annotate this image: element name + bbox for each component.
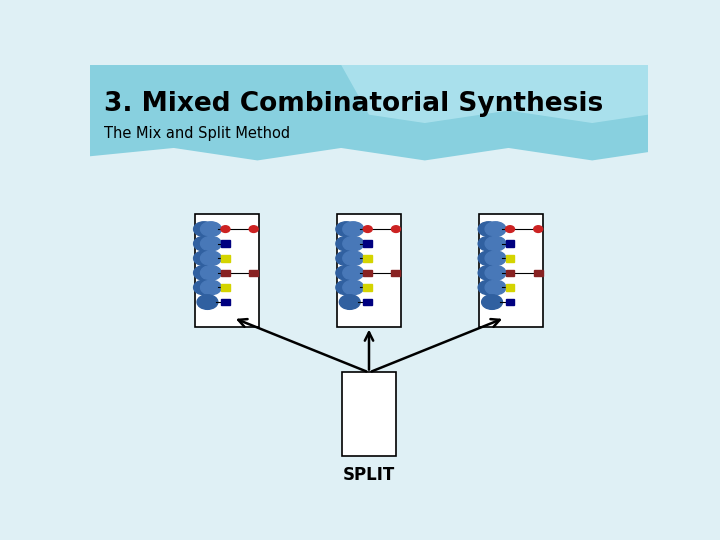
Ellipse shape	[201, 251, 221, 266]
Ellipse shape	[201, 237, 221, 251]
Ellipse shape	[485, 266, 506, 280]
Text: SPLIT: SPLIT	[343, 466, 395, 484]
Circle shape	[505, 226, 515, 232]
Bar	[363, 269, 372, 276]
Circle shape	[534, 226, 543, 232]
Text: 3. Mixed Combinatorial Synthesis: 3. Mixed Combinatorial Synthesis	[104, 91, 603, 117]
Ellipse shape	[201, 266, 221, 280]
Bar	[221, 269, 230, 276]
Bar	[392, 269, 400, 276]
Ellipse shape	[194, 222, 215, 237]
Ellipse shape	[336, 266, 356, 280]
Polygon shape	[90, 65, 648, 160]
Bar	[363, 255, 372, 261]
Bar	[363, 284, 372, 291]
Bar	[221, 299, 230, 306]
Ellipse shape	[343, 251, 364, 266]
Ellipse shape	[485, 237, 506, 251]
Circle shape	[363, 226, 372, 232]
Ellipse shape	[194, 251, 215, 266]
Ellipse shape	[197, 295, 218, 309]
Ellipse shape	[343, 280, 364, 295]
Text: The Mix and Split Method: The Mix and Split Method	[104, 126, 290, 141]
Bar	[343, 373, 395, 456]
Ellipse shape	[194, 266, 215, 280]
Ellipse shape	[482, 295, 503, 309]
Ellipse shape	[485, 251, 506, 266]
Ellipse shape	[478, 251, 499, 266]
Ellipse shape	[194, 237, 215, 251]
Bar	[363, 240, 372, 247]
Ellipse shape	[478, 280, 499, 295]
Bar	[480, 214, 544, 327]
Circle shape	[392, 226, 400, 232]
Bar	[337, 214, 401, 327]
Ellipse shape	[336, 251, 356, 266]
Ellipse shape	[485, 280, 506, 295]
Bar	[505, 269, 515, 276]
Ellipse shape	[343, 222, 364, 237]
Ellipse shape	[485, 222, 506, 237]
Bar	[221, 255, 230, 261]
Bar	[534, 269, 543, 276]
Bar	[505, 255, 515, 261]
Bar	[505, 299, 515, 306]
Ellipse shape	[343, 237, 364, 251]
Ellipse shape	[478, 266, 499, 280]
Circle shape	[249, 226, 258, 232]
Ellipse shape	[336, 237, 356, 251]
Ellipse shape	[201, 280, 221, 295]
Bar	[221, 240, 230, 247]
Ellipse shape	[336, 222, 356, 237]
Bar	[363, 299, 372, 306]
Ellipse shape	[201, 222, 221, 237]
Ellipse shape	[343, 266, 364, 280]
Bar	[505, 240, 515, 247]
Bar	[249, 269, 258, 276]
Bar	[194, 214, 258, 327]
Ellipse shape	[339, 295, 360, 309]
Ellipse shape	[194, 280, 215, 295]
Bar	[221, 284, 230, 291]
Polygon shape	[341, 65, 648, 123]
Ellipse shape	[478, 222, 499, 237]
Bar	[505, 284, 515, 291]
Ellipse shape	[336, 280, 356, 295]
Circle shape	[221, 226, 230, 232]
Ellipse shape	[478, 237, 499, 251]
